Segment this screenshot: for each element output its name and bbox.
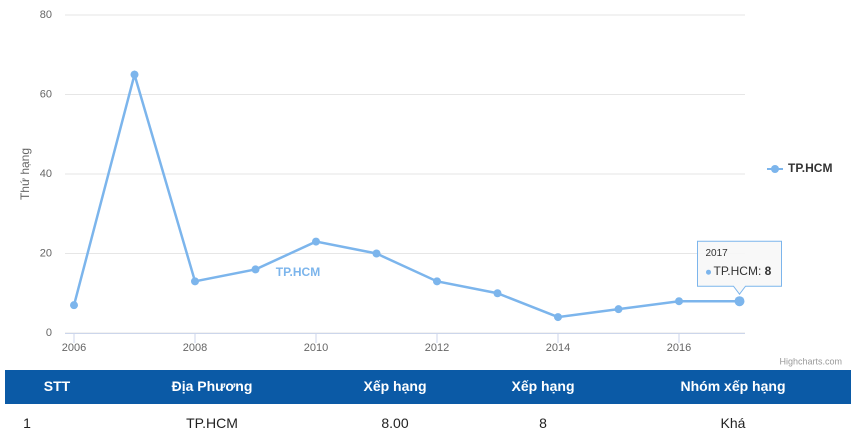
table-cell: Xếp hạng <box>511 378 575 394</box>
tooltip-box <box>697 240 782 296</box>
table-cell: TP.HCM <box>186 415 238 431</box>
point <box>251 265 260 274</box>
table-cell: Địa Phương <box>171 378 253 394</box>
credits[interactable]: Highcharts.com <box>779 356 842 366</box>
x-tick-label: 2010 <box>304 342 328 354</box>
tooltip-header: 2017 <box>706 248 729 259</box>
x-tick-label: 2014 <box>546 342 570 354</box>
point <box>191 277 199 286</box>
y-axis-title: Thứ hạng <box>18 148 32 200</box>
table-cell: Khá <box>720 415 746 431</box>
y-tick-label: 80 <box>40 9 52 21</box>
table-cell: 8.00 <box>381 415 409 431</box>
chart: Thứ hạng Highcharts.com 0 20 40 60 80 2006 200… <box>18 9 842 366</box>
tooltip-value: 8 <box>765 264 772 278</box>
point <box>312 237 320 246</box>
table-cell: 8 <box>539 415 547 431</box>
x-tick-label: 2008 <box>183 342 207 354</box>
point <box>614 305 623 314</box>
y-tick-label: 60 <box>40 88 52 100</box>
tooltip-sep: : <box>758 264 765 278</box>
point <box>372 249 381 258</box>
y-tick-label: 0 <box>46 327 52 339</box>
legend-symbol <box>771 165 779 173</box>
legend-label[interactable]: TP.HCM <box>788 161 832 175</box>
point <box>70 301 78 310</box>
series-line <box>72 69 740 319</box>
table-cell: STT <box>43 378 71 394</box>
x-tick-label: 2006 <box>62 342 86 354</box>
y-tick-label: 40 <box>40 168 52 180</box>
tooltip: 2017 TP.HCM: 8 <box>697 240 782 296</box>
x-tick-label: 2016 <box>667 342 691 354</box>
table-header <box>5 370 851 404</box>
point <box>130 70 139 79</box>
point <box>493 289 502 298</box>
x-tick-label: 2012 <box>425 342 449 354</box>
point <box>554 313 562 322</box>
point <box>675 297 683 306</box>
table-cell: Nhóm xếp hạng <box>680 378 786 394</box>
point <box>433 277 441 286</box>
point <box>734 296 745 307</box>
series-label: TP.HCM <box>276 265 320 279</box>
y-tick-label: 20 <box>40 247 52 259</box>
tooltip-dot <box>706 269 711 275</box>
table-cell: 1 <box>23 415 31 431</box>
tooltip-text: TP.HCM: 8 <box>714 264 772 278</box>
tooltip-series: TP.HCM <box>714 264 758 278</box>
table-cell: Xếp hạng <box>363 378 427 394</box>
